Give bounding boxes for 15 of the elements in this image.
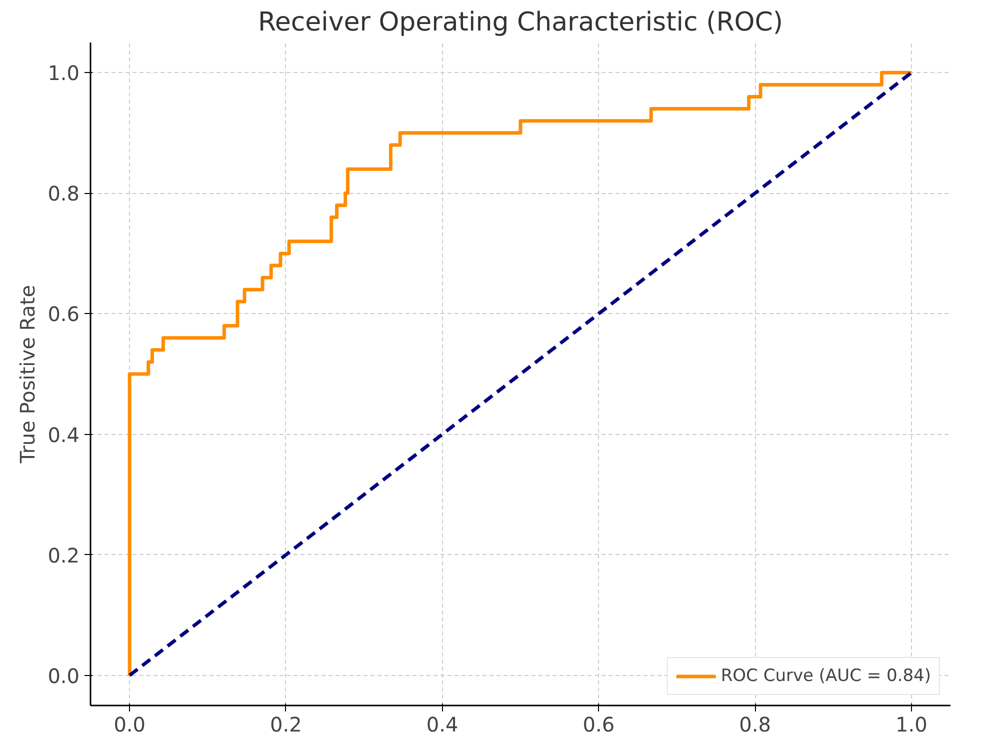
x-tick-label: 1.0	[896, 712, 928, 736]
y-tick-label: 0.2	[48, 543, 80, 568]
y-tick-label: 1.0	[48, 61, 80, 86]
y-tick-label: 0.8	[48, 182, 80, 206]
x-tick-label: 0.4	[426, 712, 458, 736]
x-tick-label: 0.8	[739, 712, 771, 736]
y-tick-label: 0.4	[48, 422, 80, 447]
x-tick-label: 0.2	[270, 712, 302, 736]
y-tick-label: 0.6	[48, 302, 80, 326]
x-tick-label: 0.6	[582, 712, 615, 736]
y-tick-label: 0.0	[48, 664, 80, 688]
x-tick-label: 0.0	[114, 712, 146, 736]
legend-label: ROC Curve (AUC = 0.84)	[720, 666, 931, 686]
y-axis-title: True Positive Rate	[16, 284, 40, 464]
chart-title: Receiver Operating Characteristic (ROC)	[258, 8, 784, 38]
